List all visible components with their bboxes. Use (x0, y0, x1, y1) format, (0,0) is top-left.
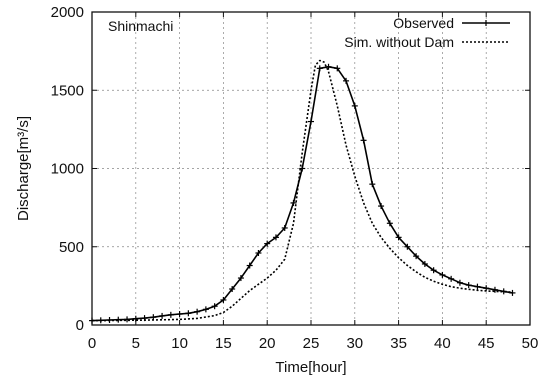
x-tick-label: 50 (522, 335, 539, 352)
legend-label-observed: Observed (393, 15, 454, 31)
x-axis-ticks: 0 5 10 15 20 25 30 35 40 45 50 (88, 12, 539, 352)
x-tick-label: 0 (88, 335, 96, 352)
legend: Observed Sim. without Dam (344, 15, 510, 50)
x-tick-label: 10 (171, 335, 188, 352)
x-tick-label: 25 (303, 335, 320, 352)
x-tick-label: 45 (478, 335, 495, 352)
x-tick-label: 30 (346, 335, 363, 352)
series-line-sim-without-dam (91, 59, 513, 322)
series-layer (89, 59, 516, 324)
x-tick-label: 35 (390, 335, 407, 352)
legend-label-sim-without-dam: Sim. without Dam (344, 34, 454, 50)
y-tick-label: 1000 (51, 161, 84, 178)
y-tick-label: 0 (76, 317, 84, 334)
x-tick-label: 15 (215, 335, 232, 352)
y-tick-label: 500 (59, 239, 84, 256)
y-tick-label: 1500 (51, 82, 84, 99)
x-tick-label: 40 (434, 335, 451, 352)
x-axis-title: Time[hour] (275, 359, 346, 376)
grid-lines (92, 12, 530, 325)
y-axis-ticks: 0 500 1000 1500 2000 (51, 4, 530, 334)
x-tick-label: 20 (259, 335, 276, 352)
x-tick-label: 5 (132, 335, 140, 352)
y-axis-title: Discharge[m³/s] (15, 116, 32, 221)
y-tick-label: 2000 (51, 4, 84, 21)
station-label: Shinmachi (108, 18, 173, 34)
